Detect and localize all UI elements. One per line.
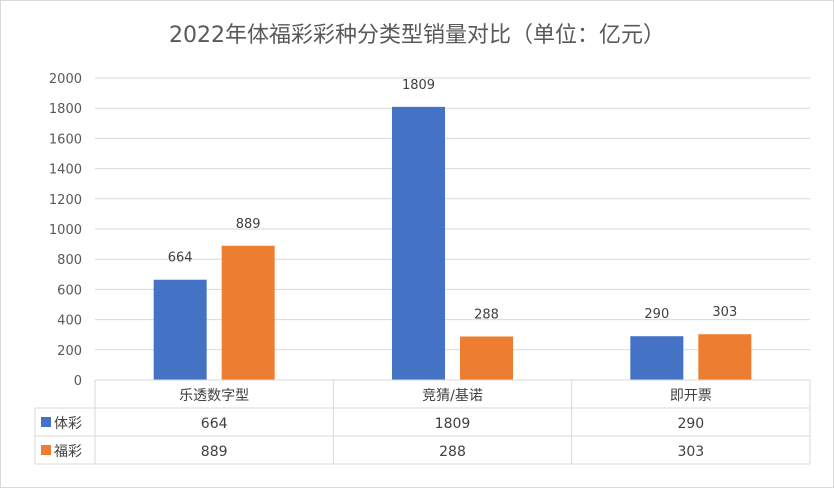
y-tick-label: 0 [74,374,82,389]
data-label: 664 [168,251,193,266]
data-label: 290 [644,307,669,322]
table-cell-value: 1809 [435,416,471,432]
bar [460,336,513,380]
table-cell-value: 664 [201,416,228,432]
y-tick-label: 1600 [49,132,82,147]
y-tick-label: 600 [57,283,82,298]
x-category-label: 乐透数字型 [179,388,249,404]
table-cell-value: 303 [677,444,704,460]
y-tick-label: 2000 [49,72,82,87]
y-tick-label: 200 [57,344,82,359]
data-label: 303 [712,305,737,320]
y-tick-label: 1800 [49,102,82,117]
chart-title: 2022年体福彩彩种分类型销量对比（单位：亿元） [169,23,665,48]
bar [698,334,752,380]
legend-swatch [41,445,51,455]
y-tick-label: 1200 [49,193,82,208]
x-category-label: 即开票 [670,388,712,404]
table-cell-value: 290 [677,416,704,432]
bar [221,245,275,380]
legend-swatch [41,417,51,427]
bar [392,106,445,380]
data-label: 288 [474,308,499,323]
data-label: 889 [236,217,261,232]
y-tick-label: 800 [57,253,82,268]
table-cell-value: 889 [201,444,228,460]
y-tick-label: 1400 [49,163,82,178]
data-label: 1809 [402,78,435,93]
table-cell-value: 288 [439,444,466,460]
data-labels: 664 889 1809 288 290 303 [168,78,737,323]
legend-label: 体彩 [54,416,82,432]
gridlines [95,77,810,351]
y-tick-label: 400 [57,314,82,329]
legend-label: 福彩 [54,444,82,460]
bar [630,336,684,380]
bars [153,106,752,380]
y-axis: 0 200 400 600 800 1000 1200 1400 1600 1800 2000 [49,72,82,389]
x-category-label: 竞猜/基诺 [422,387,483,404]
bar [153,279,207,380]
y-tick-label: 1000 [49,223,82,238]
